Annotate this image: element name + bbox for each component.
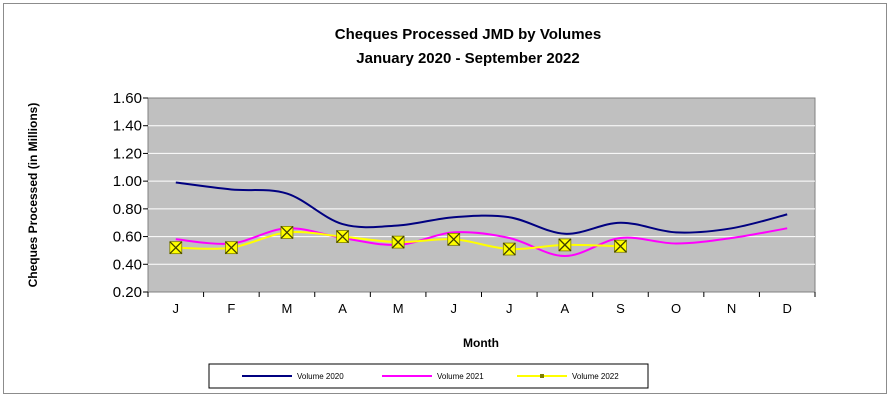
data-point-marker — [558, 238, 572, 252]
series-markers — [169, 225, 627, 256]
x-tick-label: M — [282, 301, 293, 316]
data-point-marker — [169, 241, 183, 255]
data-point-marker — [391, 235, 405, 249]
x-axis-label: Month — [463, 336, 499, 350]
plot-area — [147, 97, 816, 293]
legend-label: Volume 2022 — [572, 372, 619, 381]
x-tick-label: J — [506, 301, 513, 316]
data-point-marker — [502, 242, 516, 256]
x-tick-label: A — [338, 301, 347, 316]
data-point-marker — [613, 239, 627, 253]
y-tick-label: 0.60 — [113, 229, 142, 246]
y-axis-label: Cheques Processed (in Millions) — [26, 103, 40, 288]
legend-marker — [540, 374, 544, 378]
x-tick-label: O — [671, 301, 681, 316]
y-tick-label: 0.20 — [113, 284, 142, 301]
x-tick-label: S — [616, 301, 625, 316]
data-point-marker — [224, 241, 238, 255]
x-tick-label: J — [173, 301, 180, 316]
y-axis-ticks: 0.20 0.40 0.60 0.80 1.00 1.20 1.40 1.60 — [113, 90, 148, 301]
legend-label: Volume 2021 — [437, 372, 484, 381]
legend: Volume 2020 Volume 2021 Volume 2022 — [208, 363, 649, 389]
y-tick-label: 1.60 — [113, 90, 142, 107]
legend-label: Volume 2020 — [297, 372, 344, 381]
x-tick-label: F — [227, 301, 235, 316]
chart-subtitle: January 2020 - September 2022 — [356, 50, 579, 67]
data-point-marker — [447, 232, 461, 246]
x-tick-label: D — [783, 301, 792, 316]
x-tick-label: A — [561, 301, 570, 316]
y-tick-label: 0.80 — [113, 201, 142, 218]
y-tick-label: 1.20 — [113, 145, 142, 162]
data-point-marker — [280, 225, 294, 239]
y-tick-label: 1.40 — [113, 118, 142, 135]
legend-item: Volume 2021 — [382, 372, 484, 381]
chart-title: Cheques Processed JMD by Volumes — [335, 26, 601, 43]
legend-item: Volume 2020 — [242, 372, 344, 381]
y-tick-label: 0.40 — [113, 256, 142, 273]
legend-item: Volume 2022 — [517, 372, 619, 381]
x-tick-label: M — [393, 301, 404, 316]
y-tick-label: 1.00 — [113, 173, 142, 190]
x-tick-label: J — [450, 301, 457, 316]
data-point-marker — [336, 230, 350, 244]
series-line-1 — [175, 181, 788, 235]
x-tick-label: N — [727, 301, 736, 316]
